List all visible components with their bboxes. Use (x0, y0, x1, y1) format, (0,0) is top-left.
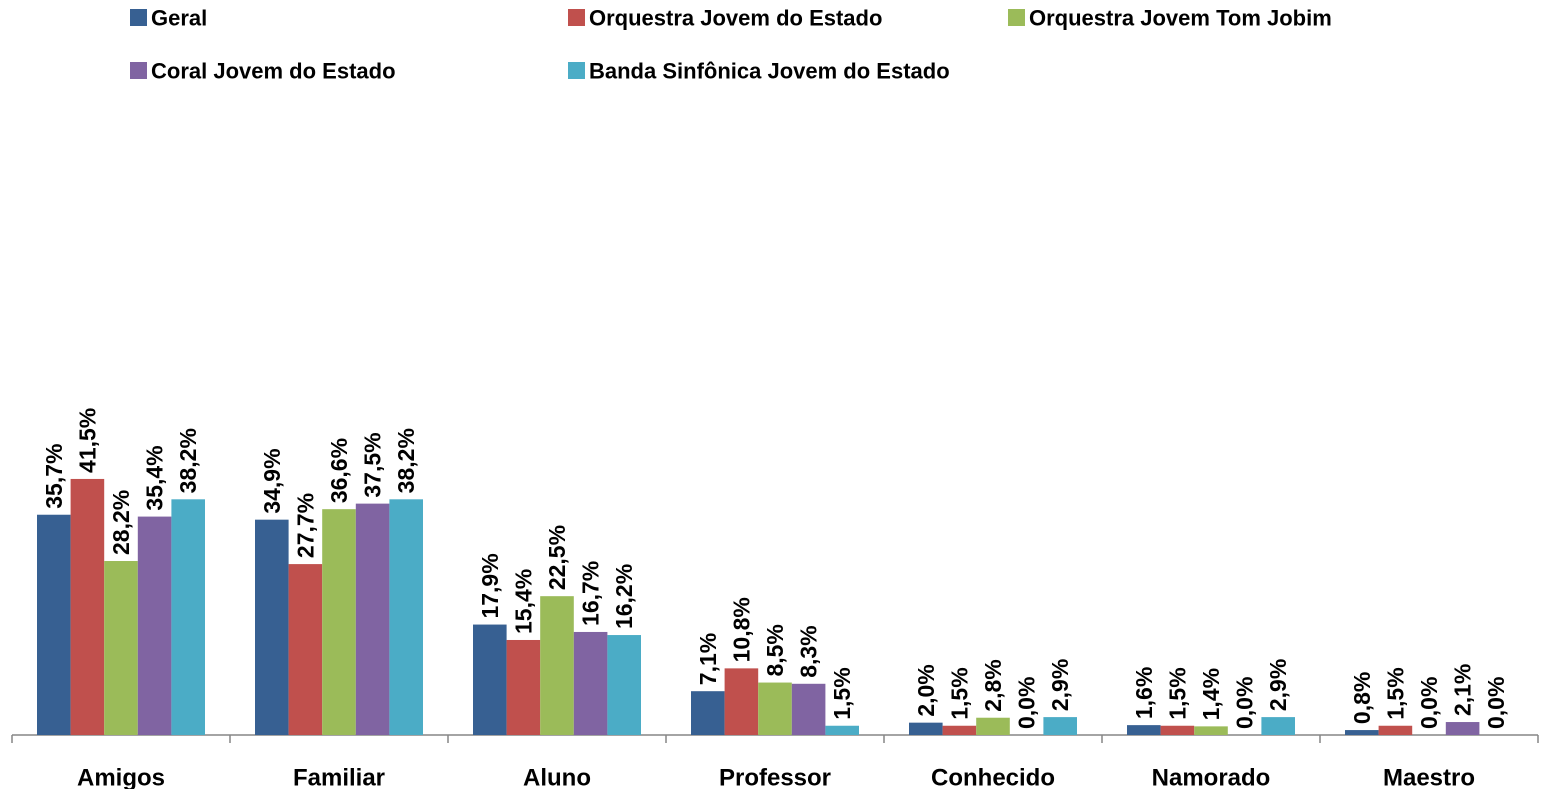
data-label: 34,9% (259, 448, 285, 513)
data-label: 16,2% (611, 564, 637, 629)
data-label: 0,0% (1014, 677, 1040, 729)
legend-label: Coral Jovem do Estado (151, 59, 396, 84)
data-label: 0,0% (1416, 677, 1442, 729)
bar (540, 596, 574, 735)
data-label: 2,8% (980, 659, 1006, 711)
data-label: 1,5% (946, 667, 972, 719)
data-label: 35,7% (41, 444, 67, 509)
bar (288, 564, 323, 735)
bar (473, 624, 507, 735)
bar (1445, 722, 1480, 735)
data-label: 15,4% (510, 569, 536, 634)
data-label: 10,8% (728, 597, 754, 662)
data-label: 16,7% (578, 561, 604, 626)
data-label: 1,4% (1198, 668, 1224, 720)
bar (942, 725, 977, 735)
data-label: 8,5% (762, 624, 788, 676)
data-label: 0,0% (1483, 677, 1509, 729)
bar (1345, 730, 1379, 735)
bar (70, 478, 105, 735)
data-label: 41,5% (74, 408, 100, 473)
data-label: 17,9% (477, 553, 503, 618)
data-label: 37,5% (360, 432, 386, 497)
data-label: 8,3% (796, 625, 822, 677)
legend-label: Orquestra Jovem do Estado (589, 6, 882, 31)
bar (573, 631, 608, 735)
data-label: 2,1% (1450, 664, 1476, 716)
data-label: 1,5% (1164, 667, 1190, 719)
x-tick-label: Namorado (1152, 765, 1271, 789)
bar (1261, 717, 1295, 735)
data-label: 38,2% (175, 428, 201, 493)
bar (104, 561, 138, 735)
x-tick-label: Conhecido (931, 765, 1055, 789)
data-label: 1,5% (1382, 667, 1408, 719)
bar (506, 639, 541, 735)
bar (355, 503, 390, 735)
x-tick-label: Familiar (293, 765, 385, 789)
data-label: 28,2% (108, 490, 134, 555)
bar (825, 725, 859, 735)
legend-label: Banda Sinfônica Jovem do Estado (589, 59, 950, 84)
bar (1127, 725, 1161, 735)
legend-swatch (1008, 9, 1025, 26)
data-label: 2,9% (1265, 659, 1291, 711)
x-tick-label: Amigos (77, 765, 165, 789)
data-label: 38,2% (393, 428, 419, 493)
x-tick-label: Professor (719, 765, 831, 789)
data-label: 0,0% (1232, 677, 1258, 729)
x-tick-label: Maestro (1383, 765, 1475, 789)
bar (171, 499, 205, 735)
bar (1378, 725, 1413, 735)
data-label: 22,5% (544, 525, 570, 590)
bar (1043, 717, 1077, 735)
bar (255, 519, 289, 735)
legend-swatch (568, 62, 585, 79)
bar (909, 722, 943, 735)
legend-swatch (130, 62, 147, 79)
data-label: 2,9% (1047, 659, 1073, 711)
legend-label: Orquestra Jovem Tom Jobim (1029, 6, 1332, 31)
bar (1194, 726, 1228, 735)
data-label: 0,8% (1349, 672, 1375, 724)
legend-swatch (130, 9, 147, 26)
bar (758, 682, 792, 735)
bar (976, 717, 1010, 735)
data-label: 1,5% (829, 667, 855, 719)
bar (691, 691, 725, 735)
bar (1160, 725, 1195, 735)
data-label: 1,6% (1131, 667, 1157, 719)
data-label: 2,0% (913, 664, 939, 716)
bar (322, 509, 356, 735)
data-label: 27,7% (292, 493, 318, 558)
legend-swatch (568, 9, 585, 26)
legend-label: Geral (151, 6, 207, 31)
bar (607, 635, 641, 735)
data-label: 7,1% (695, 633, 721, 685)
bar (389, 499, 423, 735)
x-tick-label: Aluno (523, 765, 591, 789)
bar (137, 516, 172, 735)
bar (724, 668, 759, 735)
data-label: 36,6% (326, 438, 352, 503)
bar (37, 514, 71, 735)
bar (791, 683, 826, 735)
data-label: 35,4% (142, 445, 168, 510)
